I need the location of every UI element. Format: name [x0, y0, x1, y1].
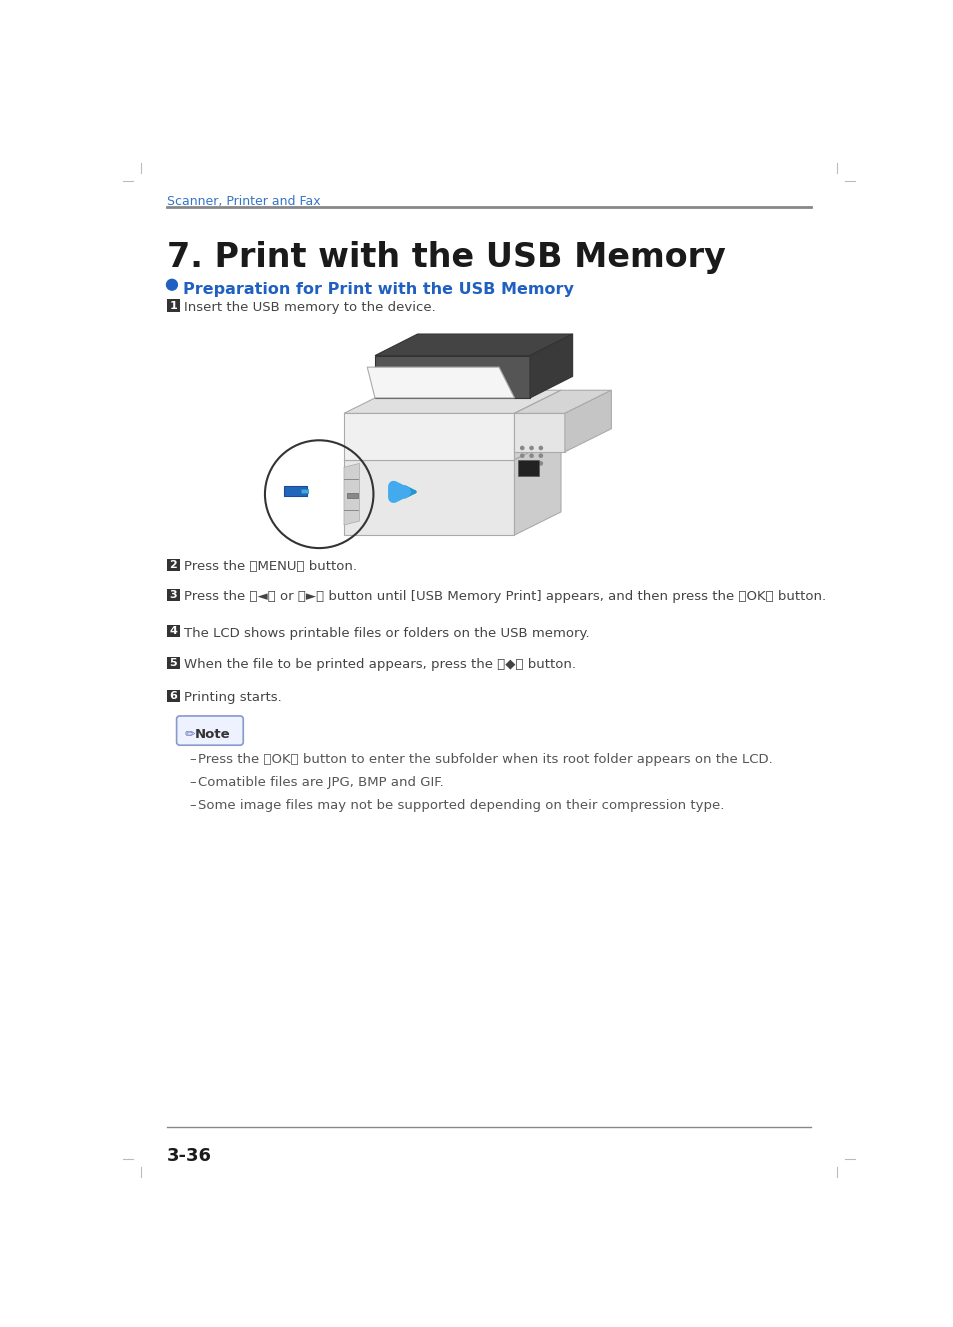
Text: 6: 6 [170, 691, 177, 701]
FancyBboxPatch shape [167, 559, 179, 571]
Polygon shape [514, 437, 560, 535]
Circle shape [529, 446, 534, 450]
Text: 1: 1 [170, 300, 177, 311]
Text: 4: 4 [170, 626, 177, 636]
Text: Scanner, Printer and Fax: Scanner, Printer and Fax [167, 195, 320, 207]
Circle shape [537, 446, 542, 450]
Polygon shape [344, 413, 514, 459]
Circle shape [537, 454, 542, 458]
Polygon shape [344, 459, 514, 535]
Text: 5: 5 [170, 658, 177, 667]
Text: When the file to be printed appears, press the 【◆】 button.: When the file to be printed appears, pre… [184, 658, 576, 671]
FancyBboxPatch shape [301, 488, 307, 494]
Circle shape [519, 454, 524, 458]
Text: –: – [189, 776, 195, 790]
FancyBboxPatch shape [176, 717, 243, 746]
Text: ✏: ✏ [184, 729, 194, 742]
Text: 2: 2 [170, 560, 177, 571]
FancyBboxPatch shape [517, 460, 537, 475]
Circle shape [519, 460, 524, 466]
Polygon shape [514, 390, 611, 413]
Circle shape [519, 446, 524, 450]
Text: Insert the USB memory to the device.: Insert the USB memory to the device. [184, 301, 436, 314]
Text: –: – [189, 799, 195, 812]
Text: Note: Note [194, 729, 230, 742]
Circle shape [529, 454, 534, 458]
FancyBboxPatch shape [167, 657, 179, 669]
Polygon shape [344, 437, 560, 459]
FancyBboxPatch shape [167, 589, 179, 601]
Circle shape [529, 460, 534, 466]
Text: Printing starts.: Printing starts. [184, 691, 282, 705]
Polygon shape [367, 368, 514, 398]
FancyBboxPatch shape [347, 494, 357, 499]
Text: Comatible files are JPG, BMP and GIF.: Comatible files are JPG, BMP and GIF. [198, 776, 443, 790]
Polygon shape [514, 390, 560, 459]
Text: Press the 【OK】 button to enter the subfolder when its root folder appears on the: Press the 【OK】 button to enter the subfo… [198, 752, 772, 766]
Text: 3-36: 3-36 [167, 1147, 213, 1165]
Text: The LCD shows printable files or folders on the USB memory.: The LCD shows printable files or folders… [184, 626, 589, 640]
Text: –: – [189, 752, 195, 766]
Polygon shape [530, 334, 572, 398]
Text: Press the 【◄】 or 【►】 button until [USB Memory Print] appears, and then press the: Press the 【◄】 or 【►】 button until [USB M… [184, 591, 825, 604]
Text: Some image files may not be supported depending on their compression type.: Some image files may not be supported de… [198, 799, 724, 812]
FancyBboxPatch shape [283, 487, 307, 496]
Text: Preparation for Print with the USB Memory: Preparation for Print with the USB Memor… [183, 281, 573, 297]
Polygon shape [375, 356, 530, 398]
Circle shape [537, 460, 542, 466]
Polygon shape [514, 413, 564, 451]
Polygon shape [344, 463, 359, 525]
Text: Press the 【MENU】 button.: Press the 【MENU】 button. [184, 560, 357, 573]
FancyBboxPatch shape [167, 690, 179, 702]
Polygon shape [344, 390, 560, 413]
FancyBboxPatch shape [167, 625, 179, 637]
Text: 7. Print with the USB Memory: 7. Print with the USB Memory [167, 242, 725, 273]
Polygon shape [375, 334, 572, 356]
Circle shape [167, 280, 177, 291]
Polygon shape [564, 390, 611, 451]
FancyBboxPatch shape [167, 300, 179, 312]
Text: 3: 3 [170, 591, 177, 600]
